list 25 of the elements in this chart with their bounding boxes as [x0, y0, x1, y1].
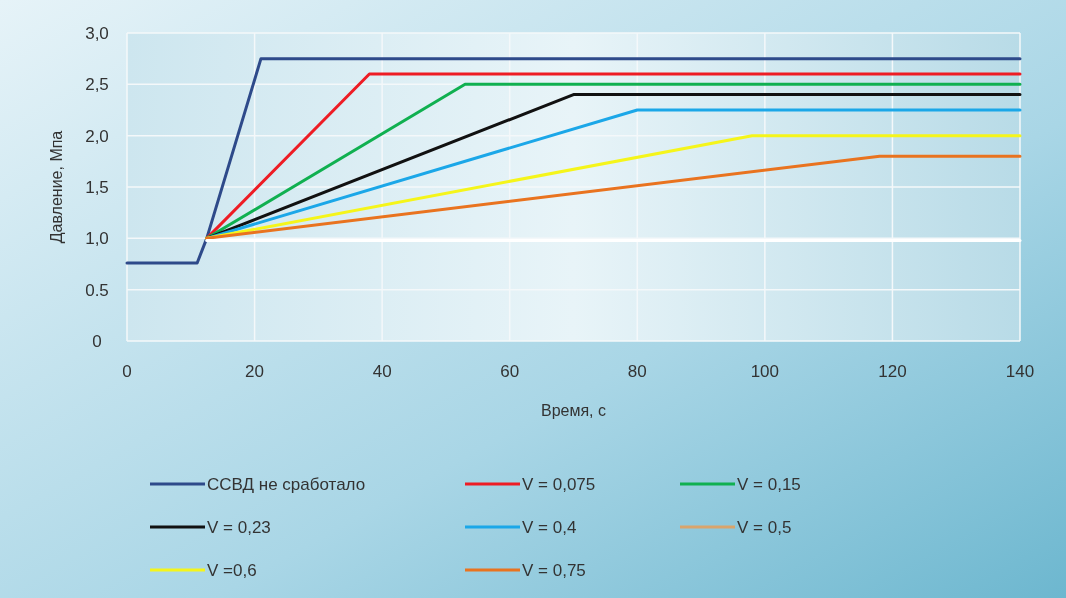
y-tick-label: 2,0: [85, 126, 109, 146]
legend-label: V = 0,075: [522, 475, 596, 494]
y-tick-label: 1,5: [85, 178, 109, 197]
legend-label: V = 0,5: [737, 518, 792, 537]
x-tick-label: 40: [372, 362, 392, 381]
legend-label: V = 0,4: [522, 518, 577, 537]
x-tick-label: 140: [1005, 362, 1035, 381]
legend-label: V = 0,75: [522, 561, 586, 580]
legend-label: ССВД не сработало: [207, 475, 366, 494]
x-tick-label: 100: [750, 362, 780, 381]
x-axis-title: Время, с: [540, 402, 607, 419]
x-tick-label: 120: [878, 362, 907, 381]
x-tick-label: 60: [500, 362, 520, 381]
legend-label: V = 0,23: [207, 518, 271, 537]
y-tick-label: 3,0: [85, 24, 109, 43]
legend-label: V = 0,15: [737, 475, 801, 494]
y-axis-title: Давление, Мпа: [48, 130, 65, 244]
y-tick-label: 2,5: [85, 75, 109, 95]
y-tick-label: 0: [92, 332, 102, 351]
x-tick-label: 0: [122, 362, 132, 381]
y-tick-label: 1,0: [85, 229, 109, 249]
y-tick-label: 0.5: [85, 280, 109, 300]
legend-label: V =0,6: [207, 561, 257, 580]
x-tick-label: 80: [627, 362, 647, 381]
x-tick-label: 20: [245, 362, 265, 381]
